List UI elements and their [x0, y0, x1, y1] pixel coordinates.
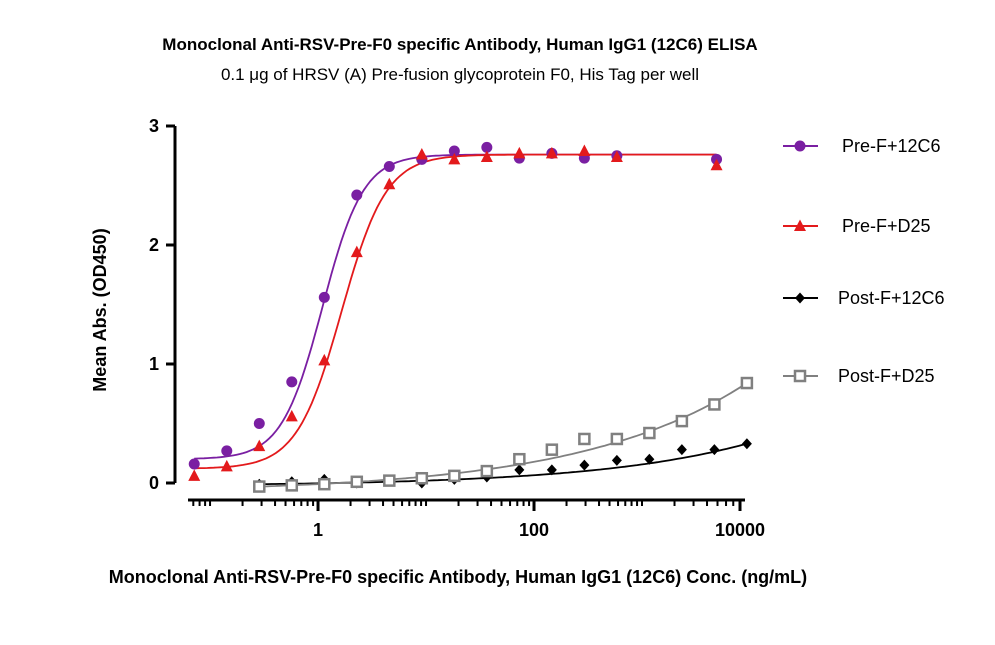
data-point	[318, 477, 331, 491]
data-point	[579, 459, 590, 471]
data-point	[545, 146, 558, 159]
data-point	[318, 291, 330, 303]
data-point	[480, 464, 494, 478]
data-point	[253, 480, 266, 493]
x-tick-label: 10000	[715, 520, 765, 540]
data-point	[675, 414, 689, 428]
y-tick-label: 2	[149, 235, 159, 255]
legend-marker	[793, 369, 807, 383]
data-point	[644, 453, 655, 465]
legend-marker	[794, 219, 806, 231]
data-point	[448, 469, 461, 483]
data-point	[546, 464, 557, 476]
data-point	[643, 426, 656, 440]
data-point	[513, 146, 526, 159]
data-point	[220, 459, 233, 472]
data-point	[710, 158, 723, 171]
data-point	[415, 148, 428, 160]
fit-curves	[194, 153, 748, 488]
data-point	[286, 376, 298, 388]
data-point	[253, 439, 266, 452]
fit-curve	[194, 153, 717, 460]
data-points	[188, 141, 754, 493]
data-point	[676, 444, 687, 456]
data-point	[448, 152, 461, 165]
legend-label: Pre-F+D25	[842, 216, 931, 236]
data-point	[285, 479, 299, 492]
x-tick-label: 1	[313, 520, 323, 540]
data-point	[578, 144, 591, 156]
data-point	[350, 475, 364, 489]
data-point	[351, 189, 363, 201]
data-point	[350, 245, 363, 258]
data-point	[188, 458, 200, 470]
data-point	[740, 376, 754, 390]
data-point	[285, 409, 298, 422]
data-point	[741, 438, 752, 450]
data-point	[318, 353, 331, 366]
legend: Pre-F+12C6 Pre-F+D25 Post-F+12C6 Post-F+D25	[783, 136, 945, 386]
y-axis-label: Mean Abs. (OD450)	[90, 228, 110, 391]
legend-label: Post-F+D25	[838, 366, 935, 386]
chart-title: Monoclonal Anti-RSV-Pre-F0 specific Anti…	[162, 35, 757, 54]
y-tick-label: 0	[149, 473, 159, 493]
y-tick-label: 1	[149, 354, 159, 374]
legend-label: Post-F+12C6	[838, 288, 945, 308]
data-point	[448, 145, 460, 157]
fit-curve	[259, 442, 748, 486]
y-tick-label: 3	[149, 116, 159, 136]
data-point	[481, 141, 493, 153]
legend-marker	[795, 292, 805, 304]
data-point	[188, 469, 201, 481]
data-point	[383, 177, 396, 190]
data-point	[383, 160, 395, 172]
x-axis-label: Monoclonal Anti-RSV-Pre-F0 specific Anti…	[109, 567, 807, 587]
data-point	[578, 432, 591, 446]
data-point	[514, 464, 525, 476]
data-point	[545, 443, 559, 456]
data-point	[513, 452, 526, 466]
data-point	[610, 432, 624, 446]
data-point	[708, 398, 721, 411]
data-point	[221, 445, 233, 457]
data-point	[709, 444, 720, 456]
data-point	[253, 418, 265, 429]
data-point	[610, 150, 623, 162]
x-tick-label: 100	[519, 520, 549, 540]
axes: 0 1 2 3 1 100 10000	[149, 116, 765, 540]
legend-marker	[794, 140, 806, 152]
legend-label: Pre-F+12C6	[842, 136, 941, 156]
data-point	[480, 150, 493, 162]
fit-curve	[194, 153, 717, 470]
chart-subtitle: 0.1 μg of HRSV (A) Pre-fusion glycoprote…	[221, 65, 699, 84]
data-point	[383, 474, 396, 487]
data-point	[611, 454, 622, 466]
data-point	[415, 471, 429, 485]
fit-curve	[259, 382, 748, 488]
